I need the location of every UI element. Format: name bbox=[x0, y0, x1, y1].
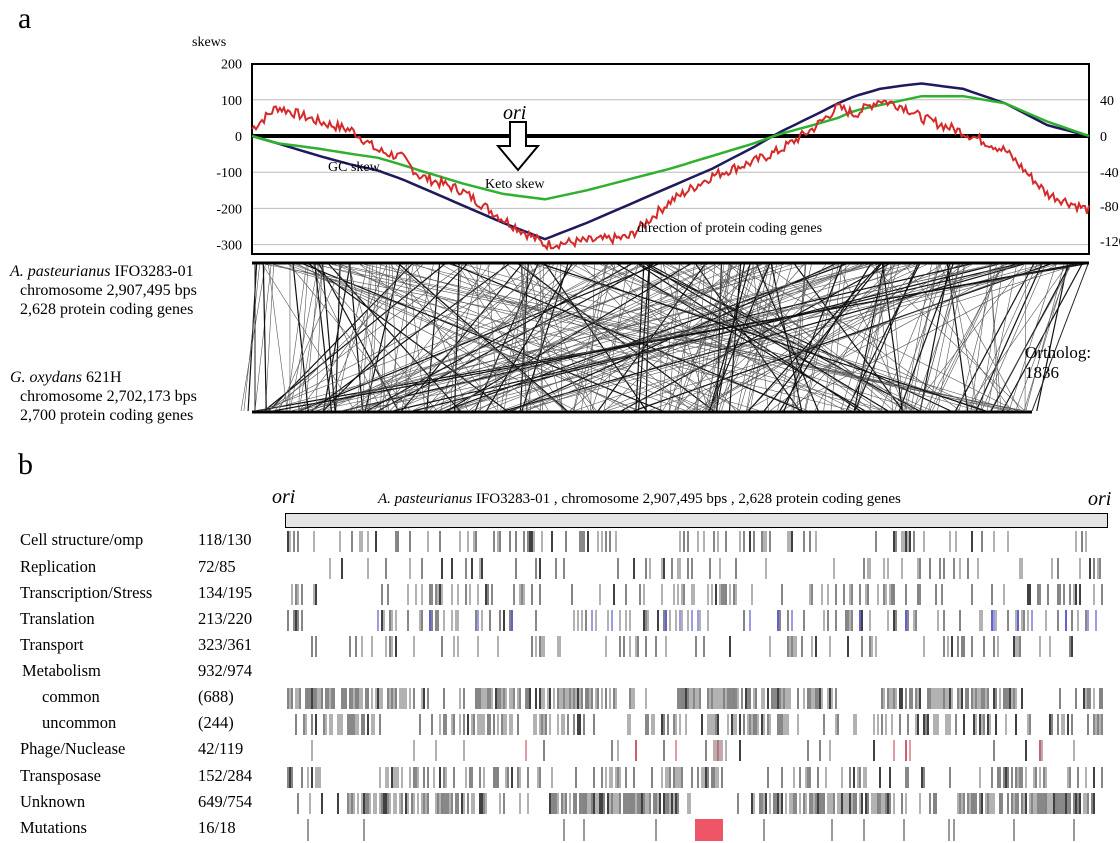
genome-a-info: A. pasteurianus IFO3283-01 chromosome 2,… bbox=[10, 262, 197, 319]
category-count: 42/119 bbox=[198, 739, 243, 759]
category-name: Phage/Nuclease bbox=[20, 739, 125, 759]
mutation-hotspot bbox=[695, 819, 723, 841]
ortholog-line bbox=[299, 264, 323, 411]
category-name: Cell structure/omp bbox=[20, 530, 143, 550]
chromosome-species: A. pasteurianus bbox=[378, 491, 472, 507]
ortholog-line bbox=[265, 264, 273, 411]
genome-b-strain: 621H bbox=[82, 369, 122, 386]
category-name: Mutations bbox=[20, 818, 87, 838]
ortholog-line bbox=[1032, 264, 1088, 411]
ori-arrow-icon bbox=[498, 122, 538, 170]
y-tick-label: -200 bbox=[216, 202, 242, 217]
category-count: 649/754 bbox=[198, 792, 252, 812]
category-name: Transposase bbox=[20, 766, 101, 786]
y-axis-label: skews bbox=[192, 35, 226, 50]
y2-tick-label: 40 bbox=[1100, 94, 1114, 109]
category-count: 213/220 bbox=[198, 609, 252, 629]
genome-b-genes: 2,700 protein coding genes bbox=[10, 406, 197, 425]
category-name: Transcription/Stress bbox=[20, 583, 152, 603]
ortholog-line bbox=[378, 264, 889, 411]
y-tick-label: 0 bbox=[235, 130, 242, 145]
genome-b-species: G. oxydans bbox=[10, 369, 82, 386]
category-track bbox=[284, 558, 1108, 582]
y2-tick-label: -120 bbox=[1100, 235, 1120, 250]
ortholog-lines bbox=[241, 264, 1088, 411]
genome-a-species: A. pasteurianus bbox=[10, 263, 110, 280]
ortholog-line bbox=[241, 264, 265, 411]
ori-left-label: ori bbox=[272, 486, 295, 509]
ortholog-count: 1836 bbox=[1025, 363, 1091, 383]
category-track bbox=[284, 793, 1108, 817]
category-name: common bbox=[42, 687, 100, 707]
chromosome-title: A. pasteurianus IFO3283-01 , chromosome … bbox=[378, 491, 901, 508]
y-tick-label: -100 bbox=[216, 166, 242, 181]
gc-skew-label: GC skew bbox=[328, 160, 381, 175]
y2-tick-label: -80 bbox=[1100, 200, 1119, 215]
direction-label: direction of protein coding genes bbox=[637, 221, 822, 236]
category-count: 16/18 bbox=[198, 818, 236, 838]
left-ticks: 200 100 0 -100 -200 -300 bbox=[216, 58, 242, 254]
category-count: (688) bbox=[198, 687, 234, 707]
y-tick-label: -300 bbox=[216, 239, 242, 254]
category-track bbox=[284, 767, 1108, 791]
category-track bbox=[284, 610, 1108, 634]
right-ticks: 40 0 -40 -80 -120 bbox=[1100, 94, 1120, 250]
ortholog-line bbox=[290, 264, 319, 411]
category-track bbox=[284, 714, 1108, 738]
category-track bbox=[284, 584, 1108, 608]
category-count: 323/361 bbox=[198, 635, 252, 655]
ortholog-line bbox=[1002, 264, 1082, 411]
genome-a-length: chromosome 2,907,495 bps bbox=[10, 281, 197, 300]
ortholog-line bbox=[298, 264, 308, 411]
category-track bbox=[284, 819, 1108, 843]
y-tick-label: 200 bbox=[221, 58, 242, 73]
ortholog-line bbox=[1025, 264, 1026, 411]
genome-a-strain: IFO3283-01 bbox=[110, 263, 193, 280]
category-track bbox=[284, 531, 1108, 555]
category-count: 118/130 bbox=[198, 530, 251, 550]
ori-label: ori bbox=[503, 102, 526, 124]
series-keto-skew bbox=[252, 96, 1089, 199]
category-count: 932/974 bbox=[198, 661, 252, 681]
category-name: Translation bbox=[20, 609, 95, 629]
y-tick-label: 100 bbox=[221, 94, 242, 109]
y2-tick-label: 0 bbox=[1100, 130, 1107, 145]
ortholog-line bbox=[1016, 264, 1071, 411]
genome-b-length: chromosome 2,702,173 bps bbox=[10, 387, 197, 406]
ortholog-line bbox=[976, 264, 1042, 411]
ortholog-label: Ortholog: bbox=[1025, 343, 1091, 363]
ortholog-line bbox=[268, 264, 287, 411]
chromosome-bar bbox=[285, 513, 1108, 528]
ori-right-label: ori bbox=[1088, 488, 1111, 511]
category-track bbox=[284, 740, 1108, 764]
category-count: 134/195 bbox=[198, 583, 252, 603]
category-track bbox=[284, 636, 1108, 660]
genome-b-info: G. oxydans 621H chromosome 2,702,173 bps… bbox=[10, 368, 197, 425]
category-name: Transport bbox=[20, 635, 84, 655]
category-count: 72/85 bbox=[198, 557, 236, 577]
category-name: Unknown bbox=[20, 792, 85, 812]
ortholog-line bbox=[582, 264, 719, 411]
category-name: Metabolism bbox=[22, 661, 101, 681]
category-name: Replication bbox=[20, 557, 96, 577]
genome-a-genes: 2,628 protein coding genes bbox=[10, 300, 197, 319]
category-track bbox=[284, 688, 1108, 712]
ortholog-info: Ortholog: 1836 bbox=[1025, 343, 1091, 383]
category-count: 152/284 bbox=[198, 766, 252, 786]
category-name: uncommon bbox=[42, 713, 116, 733]
ortholog-line bbox=[533, 264, 1015, 411]
ortholog-line bbox=[263, 264, 266, 411]
keto-skew-label: Keto skew bbox=[485, 177, 545, 192]
y2-tick-label: -40 bbox=[1100, 166, 1119, 181]
ortholog-line bbox=[293, 264, 308, 411]
panel-label-b: b bbox=[18, 448, 33, 482]
category-count: (244) bbox=[198, 713, 234, 733]
chromosome-details: IFO3283-01 , chromosome 2,907,495 bps , … bbox=[472, 491, 901, 507]
